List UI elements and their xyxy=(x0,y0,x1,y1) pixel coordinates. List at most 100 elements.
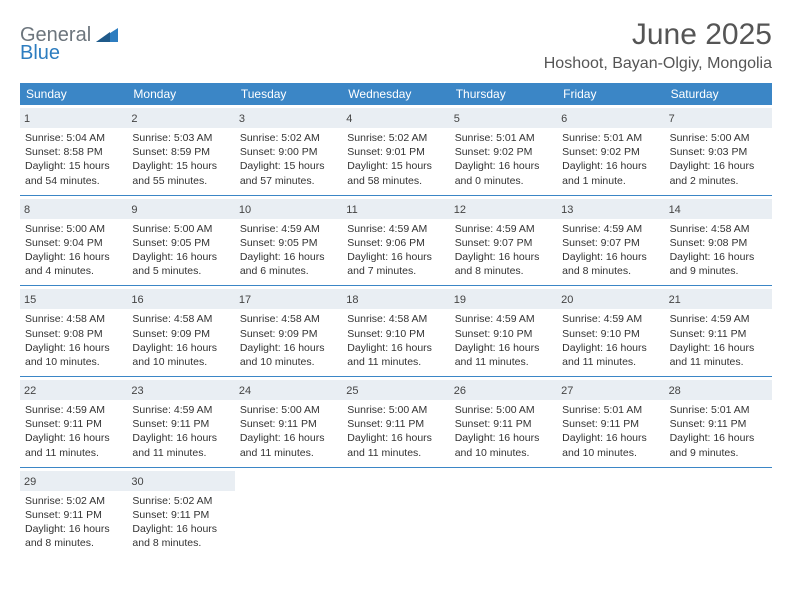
calendar-cell: 28Sunrise: 5:01 AMSunset: 9:11 PMDayligh… xyxy=(665,377,772,467)
cell-line-d1: Daylight: 16 hours xyxy=(562,431,659,445)
logo-text-blue: Blue xyxy=(20,42,60,64)
cell-line-d2: and 1 minute. xyxy=(562,174,659,188)
cell-line-ss: Sunset: 9:10 PM xyxy=(347,327,444,341)
cell-line-sr: Sunrise: 5:01 AM xyxy=(670,403,767,417)
cell-line-sr: Sunrise: 5:00 AM xyxy=(132,222,229,236)
calendar-cell: 17Sunrise: 4:58 AMSunset: 9:09 PMDayligh… xyxy=(235,286,342,376)
calendar-cell: 23Sunrise: 4:59 AMSunset: 9:11 PMDayligh… xyxy=(127,377,234,467)
calendar-cell: 26Sunrise: 5:00 AMSunset: 9:11 PMDayligh… xyxy=(450,377,557,467)
cell-line-d2: and 4 minutes. xyxy=(25,264,122,278)
calendar-cell: 4Sunrise: 5:02 AMSunset: 9:01 PMDaylight… xyxy=(342,105,449,195)
day-number: 29 xyxy=(24,476,36,488)
calendar-cell xyxy=(557,468,664,558)
daynum-row: 4 xyxy=(342,108,449,128)
cell-line-ss: Sunset: 9:08 PM xyxy=(670,236,767,250)
calendar-cell: 9 Sunrise: 5:00 AMSunset: 9:05 PMDaylight… xyxy=(127,196,234,286)
day-number: 12 xyxy=(454,204,466,216)
daynum-row: 18 xyxy=(342,289,449,309)
cell-line-ss: Sunset: 9:11 PM xyxy=(455,417,552,431)
calendar-cell: 10Sunrise: 4:59 AMSunset: 9:05 PMDayligh… xyxy=(235,196,342,286)
day-number: 8 xyxy=(24,204,30,216)
cell-line-ss: Sunset: 9:06 PM xyxy=(347,236,444,250)
dayname-thursday: Thursday xyxy=(450,83,557,105)
daynum-row: 1 xyxy=(20,108,127,128)
cell-line-sr: Sunrise: 4:59 AM xyxy=(132,403,229,417)
cell-line-d1: Daylight: 15 hours xyxy=(25,159,122,173)
cell-line-d1: Daylight: 16 hours xyxy=(455,159,552,173)
day-number: 26 xyxy=(454,385,466,397)
week-row: 22Sunrise: 4:59 AMSunset: 9:11 PMDayligh… xyxy=(20,377,772,468)
daynum-row: 2 xyxy=(127,108,234,128)
cell-line-ss: Sunset: 9:01 PM xyxy=(347,145,444,159)
cell-line-d2: and 8 minutes. xyxy=(25,536,122,550)
calendar-cell: 12Sunrise: 4:59 AMSunset: 9:07 PMDayligh… xyxy=(450,196,557,286)
cell-line-sr: Sunrise: 4:59 AM xyxy=(455,222,552,236)
header: General June 2025 Hoshoot, Bayan-Olgiy, … xyxy=(20,18,772,73)
cell-line-sr: Sunrise: 5:00 AM xyxy=(240,403,337,417)
cell-line-ss: Sunset: 9:02 PM xyxy=(562,145,659,159)
dayname-tuesday: Tuesday xyxy=(235,83,342,105)
day-number: 28 xyxy=(669,385,681,397)
cell-line-d1: Daylight: 16 hours xyxy=(25,431,122,445)
calendar-cell: 2Sunrise: 5:03 AMSunset: 8:59 PMDaylight… xyxy=(127,105,234,195)
calendar-cell: 21Sunrise: 4:59 AMSunset: 9:11 PMDayligh… xyxy=(665,286,772,376)
cell-line-d2: and 8 minutes. xyxy=(132,536,229,550)
daynum-row: 6 xyxy=(557,108,664,128)
cell-line-d2: and 11 minutes. xyxy=(347,355,444,369)
daynum-row: 17 xyxy=(235,289,342,309)
cell-line-sr: Sunrise: 5:02 AM xyxy=(25,494,122,508)
cell-line-ss: Sunset: 9:05 PM xyxy=(132,236,229,250)
cell-line-d2: and 8 minutes. xyxy=(455,264,552,278)
cell-line-sr: Sunrise: 5:01 AM xyxy=(562,131,659,145)
logo-blue-row: Blue xyxy=(20,42,60,65)
cell-line-d1: Daylight: 16 hours xyxy=(132,250,229,264)
cell-line-sr: Sunrise: 4:59 AM xyxy=(347,222,444,236)
day-number: 4 xyxy=(346,113,352,125)
cell-line-d2: and 9 minutes. xyxy=(670,264,767,278)
calendar: SundayMondayTuesdayWednesdayThursdayFrid… xyxy=(20,83,772,557)
cell-line-d2: and 10 minutes. xyxy=(455,446,552,460)
day-number: 9 xyxy=(131,204,137,216)
calendar-cell: 24Sunrise: 5:00 AMSunset: 9:11 PMDayligh… xyxy=(235,377,342,467)
cell-line-d2: and 10 minutes. xyxy=(562,446,659,460)
cell-line-d1: Daylight: 16 hours xyxy=(132,522,229,536)
cell-line-sr: Sunrise: 4:58 AM xyxy=(132,312,229,326)
cell-line-ss: Sunset: 9:09 PM xyxy=(132,327,229,341)
cell-line-ss: Sunset: 9:11 PM xyxy=(562,417,659,431)
cell-line-sr: Sunrise: 5:01 AM xyxy=(562,403,659,417)
cell-line-sr: Sunrise: 4:59 AM xyxy=(25,403,122,417)
cell-line-ss: Sunset: 9:11 PM xyxy=(132,417,229,431)
cell-line-sr: Sunrise: 5:00 AM xyxy=(455,403,552,417)
calendar-cell xyxy=(342,468,449,558)
cell-line-d1: Daylight: 16 hours xyxy=(347,250,444,264)
daynum-row: 10 xyxy=(235,199,342,219)
cell-line-sr: Sunrise: 4:59 AM xyxy=(455,312,552,326)
day-number: 7 xyxy=(669,113,675,125)
cell-line-ss: Sunset: 9:11 PM xyxy=(240,417,337,431)
calendar-cell: 3Sunrise: 5:02 AMSunset: 9:00 PMDaylight… xyxy=(235,105,342,195)
daynum-row: 24 xyxy=(235,380,342,400)
day-number: 24 xyxy=(239,385,251,397)
calendar-cell: 25Sunrise: 5:00 AMSunset: 9:11 PMDayligh… xyxy=(342,377,449,467)
cell-line-d2: and 10 minutes. xyxy=(132,355,229,369)
calendar-cell: 6Sunrise: 5:01 AMSunset: 9:02 PMDaylight… xyxy=(557,105,664,195)
daynum-row: 19 xyxy=(450,289,557,309)
calendar-cell: 8Sunrise: 5:00 AMSunset: 9:04 PMDaylight… xyxy=(20,196,127,286)
cell-line-ss: Sunset: 9:05 PM xyxy=(240,236,337,250)
cell-line-ss: Sunset: 9:10 PM xyxy=(562,327,659,341)
cell-line-d2: and 10 minutes. xyxy=(25,355,122,369)
calendar-cell: 19Sunrise: 4:59 AMSunset: 9:10 PMDayligh… xyxy=(450,286,557,376)
calendar-cell: 11Sunrise: 4:59 AMSunset: 9:06 PMDayligh… xyxy=(342,196,449,286)
cell-line-ss: Sunset: 9:11 PM xyxy=(25,508,122,522)
logo-triangle-icon xyxy=(96,26,118,42)
cell-line-sr: Sunrise: 4:58 AM xyxy=(240,312,337,326)
cell-line-d2: and 11 minutes. xyxy=(455,355,552,369)
day-number: 1 xyxy=(24,113,30,125)
cell-line-d2: and 10 minutes. xyxy=(240,355,337,369)
cell-line-d2: and 11 minutes. xyxy=(132,446,229,460)
day-number: 18 xyxy=(346,294,358,306)
cell-line-sr: Sunrise: 4:58 AM xyxy=(670,222,767,236)
day-number: 17 xyxy=(239,294,251,306)
calendar-cell: 20Sunrise: 4:59 AMSunset: 9:10 PMDayligh… xyxy=(557,286,664,376)
cell-line-sr: Sunrise: 5:02 AM xyxy=(240,131,337,145)
